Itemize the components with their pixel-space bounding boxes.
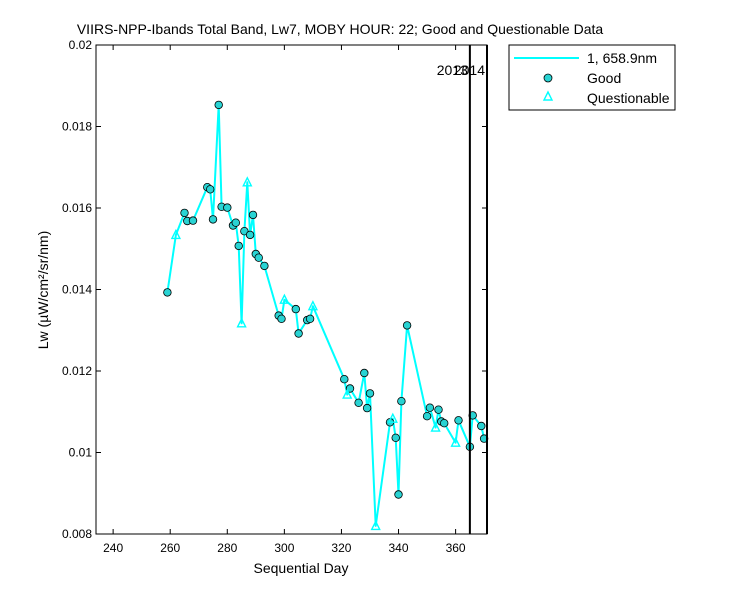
good-point: [223, 203, 232, 212]
y-tick-label: 0.012: [62, 364, 92, 378]
good-point: [254, 253, 263, 262]
questionable-point: [242, 176, 253, 187]
good-point: [354, 398, 363, 407]
y-tick-label: 0.014: [62, 283, 92, 297]
good-point: [294, 329, 303, 338]
y-tick-label: 0.008: [62, 527, 92, 541]
series-line: [166, 103, 486, 527]
y-tick-label: 0.016: [62, 201, 92, 215]
good-point: [234, 241, 243, 251]
y-tick-label: 0.02: [69, 38, 93, 52]
questionable-point: [430, 421, 441, 432]
year-marker-label: 2014: [454, 62, 485, 78]
legend-circle-swatch: [543, 73, 553, 83]
good-point: [305, 314, 315, 323]
plot-frame: [95, 44, 488, 535]
good-point: [397, 397, 406, 406]
good-point: [277, 314, 286, 323]
y-axis: 0.008 0.01 0.012 0.014 0.016 0.018 0.02: [62, 38, 487, 541]
legend-triangle-swatch: [542, 90, 554, 101]
good-point: [477, 421, 486, 431]
good-point: [360, 368, 369, 378]
good-point: [391, 433, 400, 442]
good-point: [340, 375, 349, 384]
good-point: [440, 419, 449, 428]
year-marker-label: 2013: [437, 62, 468, 78]
good-point: [454, 416, 463, 425]
x-tick-label: 300: [274, 541, 294, 555]
y-tick-label: 0.01: [69, 446, 93, 460]
good-point: [214, 100, 223, 110]
x-axis: 240 260 280 300 320 340 360: [103, 45, 466, 555]
good-point: [245, 230, 255, 240]
good-point: [362, 403, 372, 413]
plot-area: [163, 100, 489, 531]
questionable-point: [370, 519, 381, 531]
questionable-point: [307, 300, 319, 311]
questionable-point: [236, 317, 247, 328]
legend-label-questionable: Questionable: [587, 90, 670, 106]
questionable-point: [279, 293, 290, 304]
good-point: [231, 218, 240, 227]
legend-label-good: Good: [587, 70, 621, 86]
good-point: [188, 216, 198, 225]
x-tick-label: 360: [446, 541, 466, 555]
x-tick-label: 280: [217, 541, 237, 555]
good-point: [402, 321, 412, 330]
legend: 1, 658.9nm Good Questionable: [508, 44, 676, 111]
good-point: [434, 405, 443, 414]
good-point: [365, 389, 375, 398]
good-point: [205, 185, 215, 194]
x-tick-label: 340: [389, 541, 409, 555]
good-point: [208, 215, 218, 224]
good-point: [291, 304, 300, 314]
questionable-point: [342, 388, 353, 399]
good-point: [248, 210, 258, 220]
good-point: [260, 261, 269, 271]
good-point: [394, 490, 403, 499]
good-point: [422, 412, 432, 421]
y-axis-label: Lw (µW/cm²/sr/nm): [35, 231, 51, 350]
legend-box: [508, 44, 676, 111]
x-tick-label: 260: [160, 541, 180, 555]
good-point: [180, 208, 189, 218]
questionable-point: [387, 412, 398, 423]
legend-label-line: 1, 658.9nm: [587, 50, 657, 66]
y-tick-label: 0.018: [62, 120, 92, 134]
questionable-point: [450, 436, 461, 447]
good-point: [425, 403, 435, 412]
x-axis-label: Sequential Day: [254, 560, 349, 576]
x-tick-label: 320: [331, 541, 351, 555]
chart-title: VIIRS-NPP-Ibands Total Band, Lw7, MOBY H…: [77, 21, 604, 37]
good-point: [163, 288, 172, 297]
x-tick-label: 240: [103, 541, 123, 555]
questionable-point: [170, 228, 182, 240]
